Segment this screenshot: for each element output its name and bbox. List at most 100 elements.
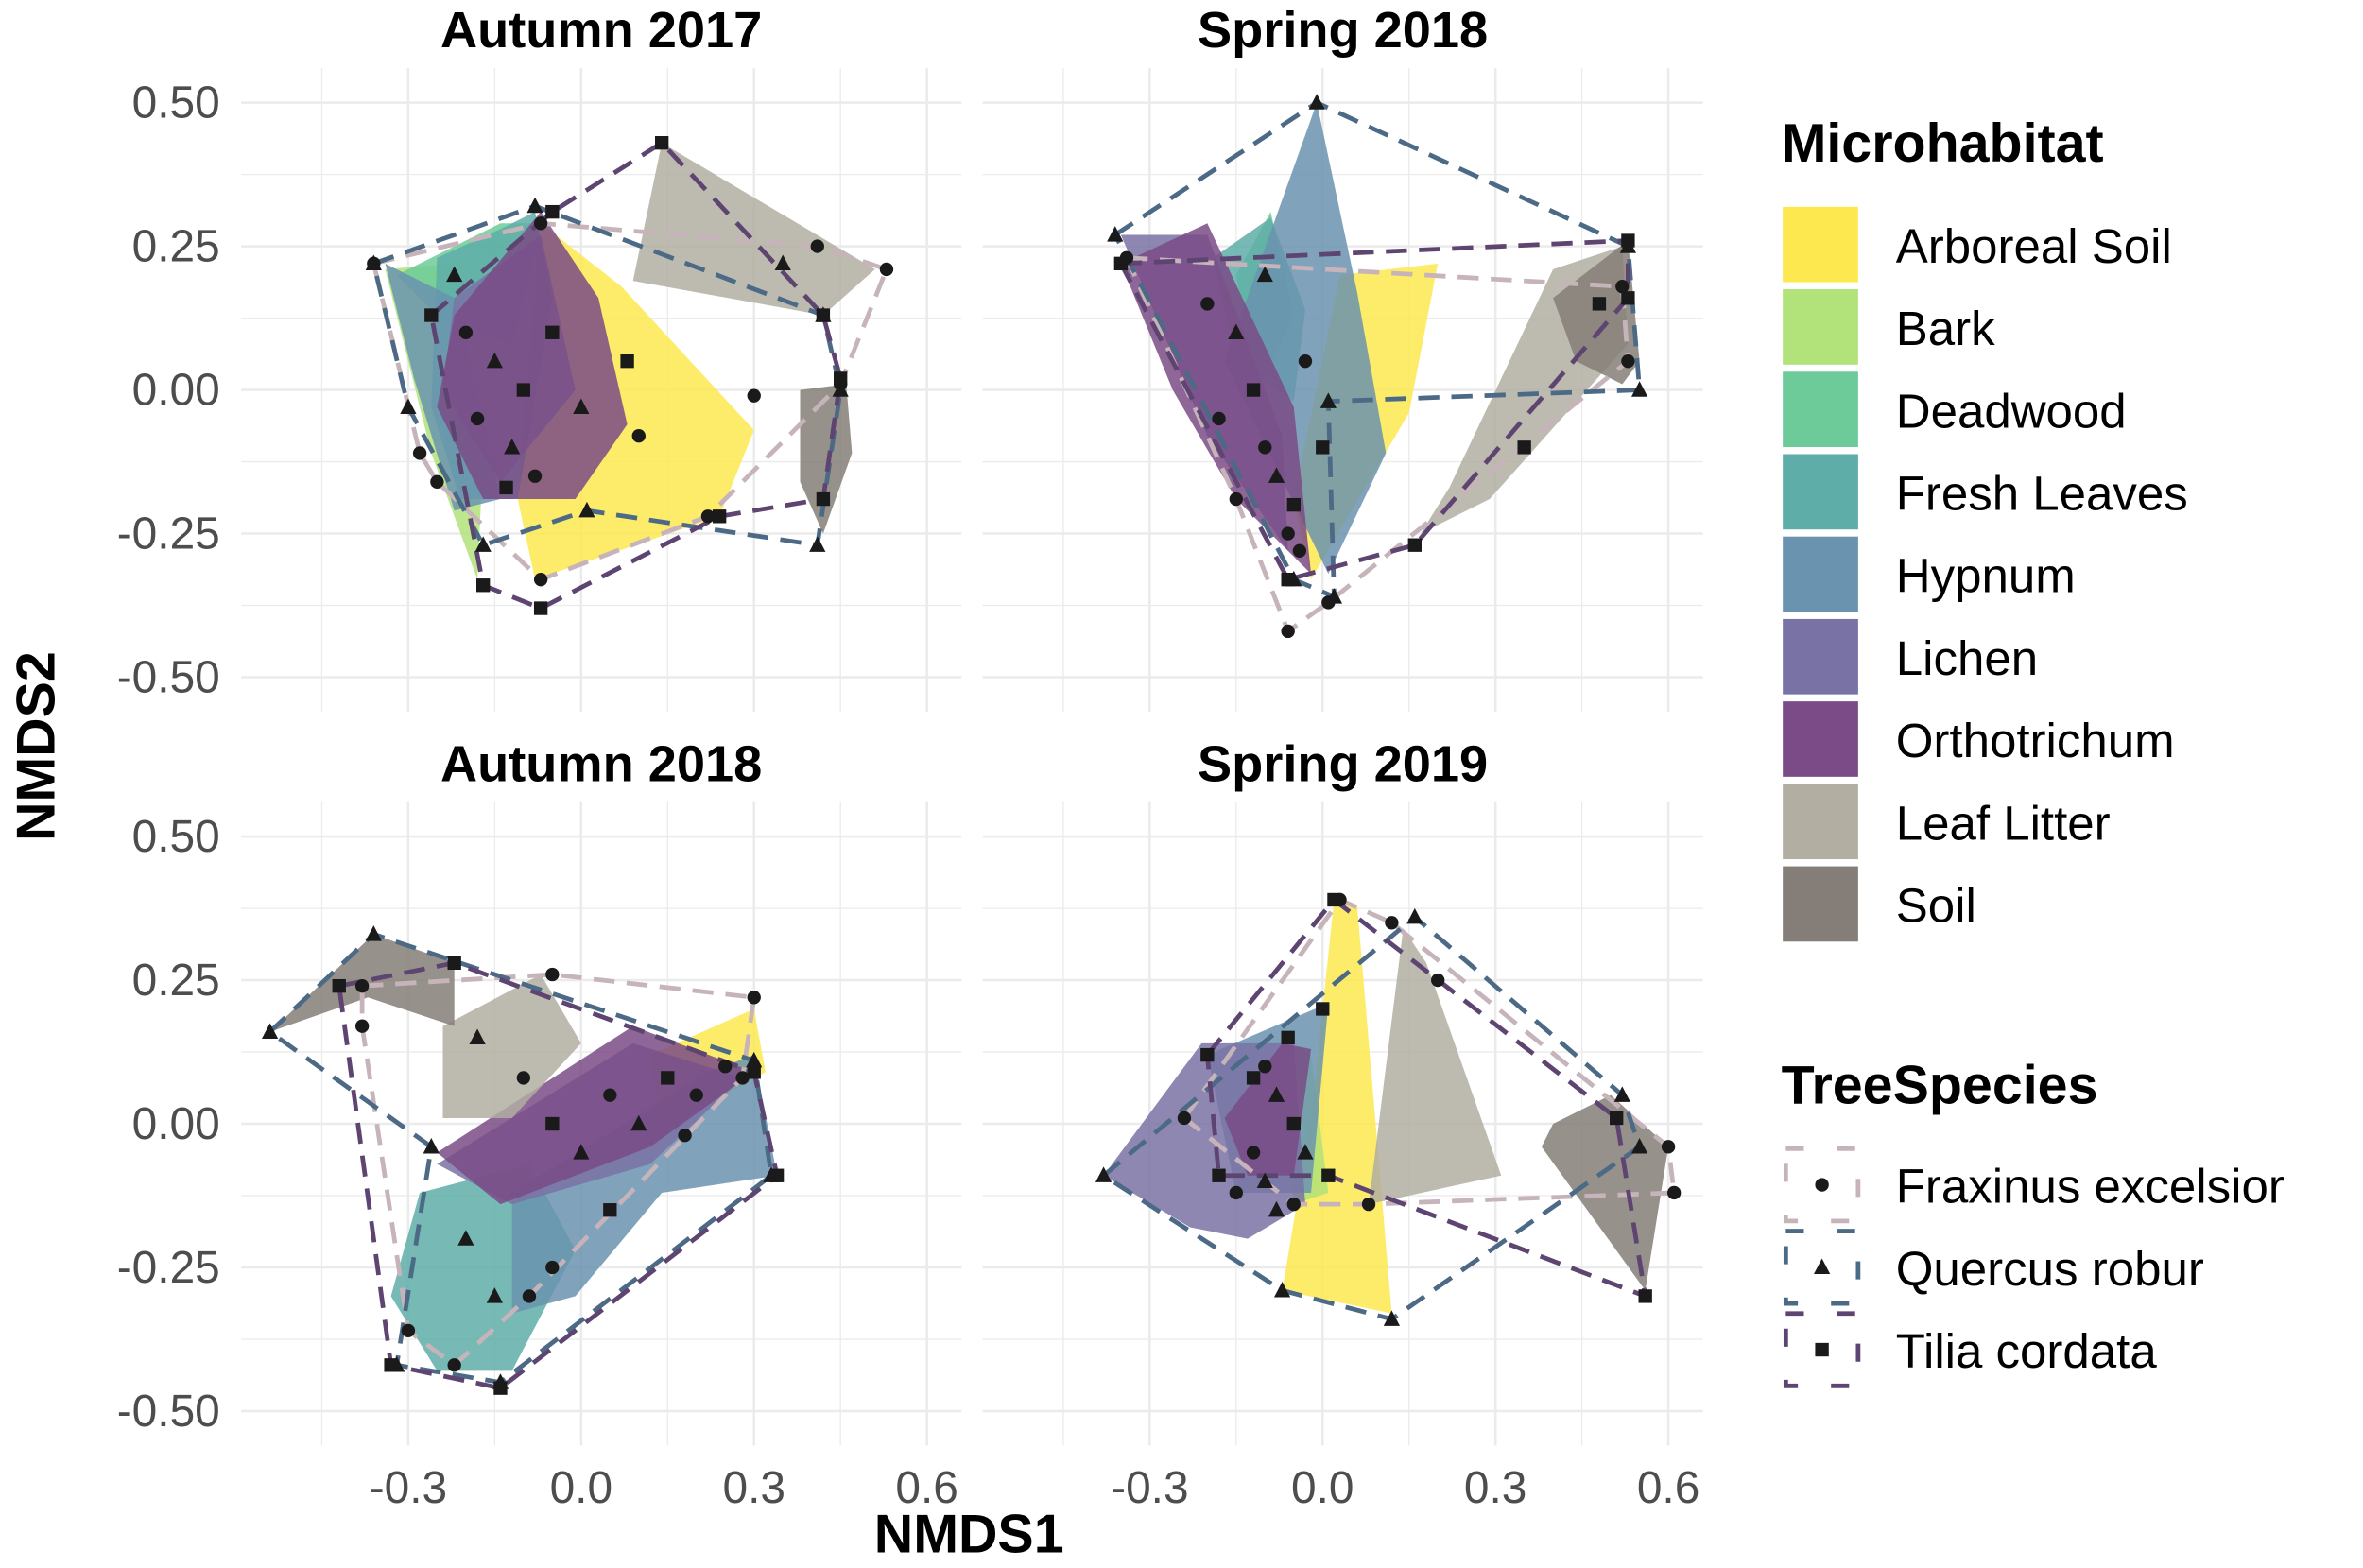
- x-tick-label: 0.3: [722, 1463, 785, 1513]
- microhabitat-legend-title: Microhabitat: [1782, 113, 2104, 174]
- data-point: [1325, 588, 1343, 604]
- legend-label: Fraxinus excelsior: [1896, 1160, 2285, 1214]
- data-point: [747, 1065, 761, 1079]
- data-point: [603, 1088, 617, 1102]
- data-point: [522, 1289, 537, 1303]
- panel-spring-2018: Spring 2018: [982, 2, 1703, 712]
- data-point: [816, 308, 831, 322]
- data-point: [1200, 1047, 1215, 1062]
- x-tick-label: 0.6: [1637, 1463, 1699, 1513]
- data-point: [1308, 94, 1325, 110]
- data-point: [1107, 226, 1124, 242]
- data-point: [458, 325, 474, 339]
- legend-label: Leaf Litter: [1896, 796, 2111, 850]
- data-point: [689, 1088, 703, 1102]
- square-icon: [1815, 1342, 1829, 1357]
- data-point: [332, 978, 346, 993]
- data-point: [718, 1060, 733, 1074]
- data-point: [493, 1381, 508, 1395]
- data-point: [578, 501, 595, 518]
- data-point: [545, 325, 560, 339]
- data-point: [747, 388, 761, 403]
- y-axis-title: NMDS2: [6, 651, 66, 841]
- data-point: [516, 1071, 531, 1085]
- legend-label: Quercus robur: [1896, 1242, 2204, 1296]
- data-point: [1113, 256, 1129, 271]
- data-point: [1268, 1200, 1285, 1217]
- data-point: [261, 1023, 279, 1039]
- legend-swatch: [1783, 866, 1858, 942]
- legend-label: Deadwood: [1896, 384, 2127, 438]
- habitat-hull-orthotrichum: [437, 212, 628, 500]
- y-tick-label: -0.25: [117, 1243, 220, 1293]
- data-point: [486, 352, 503, 369]
- y-tick-label: 0.25: [132, 956, 220, 1006]
- treespecies-legend: TreeSpecies Fraxinus excelsior Quercus ro…: [1782, 1056, 2285, 1388]
- data-point: [457, 1230, 474, 1246]
- data-point: [1298, 353, 1313, 369]
- panel-title: Spring 2018: [1198, 2, 1488, 59]
- data-point: [1319, 392, 1337, 408]
- panel-title: Autumn 2018: [440, 735, 762, 792]
- habitat-hull-orthotrichum: [437, 1025, 754, 1205]
- data-point: [1327, 892, 1341, 907]
- data-point: [630, 1114, 647, 1131]
- data-point: [516, 383, 531, 397]
- data-point: [1361, 1197, 1376, 1212]
- data-point: [545, 967, 560, 982]
- data-point: [631, 429, 646, 443]
- y-tick-label: -0.50: [117, 652, 220, 702]
- legend-label: Fresh Leaves: [1896, 466, 2188, 520]
- data-point: [1229, 1185, 1243, 1200]
- data-point: [816, 491, 831, 507]
- data-point: [1638, 1289, 1652, 1303]
- data-point: [1297, 1144, 1314, 1160]
- legend-item-fraxinus-excelsior: Fraxinus excelsior: [1783, 1146, 2285, 1224]
- data-point: [1613, 1086, 1630, 1102]
- legend-key: [1783, 1146, 1861, 1224]
- data-point: [573, 1144, 590, 1160]
- legend-label: Bark: [1896, 302, 1995, 355]
- x-tick-label: 0.0: [1291, 1463, 1354, 1513]
- legend-item-fresh-leaves: Fresh Leaves: [1783, 454, 2188, 530]
- data-point: [1246, 383, 1261, 397]
- data-point: [1286, 497, 1301, 512]
- data-point: [1406, 907, 1423, 924]
- data-point: [474, 536, 492, 552]
- data-point: [1621, 353, 1635, 369]
- panel-title: Spring 2019: [1198, 735, 1488, 792]
- panel-title: Autumn 2017: [440, 2, 762, 59]
- legend-label: Lichen: [1896, 631, 2038, 685]
- data-point: [769, 1168, 785, 1182]
- legend-swatch: [1783, 371, 1858, 447]
- y-tick-label: 0.50: [132, 812, 220, 862]
- data-point: [809, 536, 826, 552]
- data-point: [1517, 440, 1531, 455]
- data-point: [545, 204, 560, 219]
- legend-item-hypnum: Hypnum: [1783, 536, 2076, 612]
- data-point: [1385, 916, 1399, 930]
- data-point: [1610, 1111, 1624, 1126]
- data-point: [1661, 1140, 1676, 1154]
- species-hull-quercus-robur: [266, 931, 774, 1386]
- legend-item-bark: Bark: [1783, 289, 1995, 365]
- data-point: [573, 398, 590, 414]
- data-point: [1383, 1310, 1401, 1326]
- panel-autumn-2018: Autumn 2018 0.50 0.25 0.00 -0.25 -0.50 -0.3 0.0…: [117, 735, 962, 1513]
- habitat-hull-orthotrichum: [1120, 223, 1312, 575]
- legend-swatch: [1783, 701, 1858, 777]
- data-point: [1281, 572, 1295, 587]
- x-tick-label: 0.3: [1464, 1463, 1527, 1513]
- data-point: [1177, 1111, 1192, 1126]
- data-point: [735, 1071, 750, 1085]
- data-point: [400, 398, 417, 414]
- data-point: [1095, 1166, 1113, 1182]
- legend-item-leaf-litter: Leaf Litter: [1783, 784, 2111, 860]
- data-point: [1256, 1172, 1273, 1188]
- data-point: [424, 308, 439, 322]
- legend-item-quercus-robur: Quercus robur: [1783, 1229, 2204, 1306]
- data-point: [527, 469, 543, 483]
- data-point: [446, 266, 463, 283]
- y-tick-label: -0.25: [117, 508, 220, 559]
- x-axis-title: NMDS1: [874, 1505, 1064, 1565]
